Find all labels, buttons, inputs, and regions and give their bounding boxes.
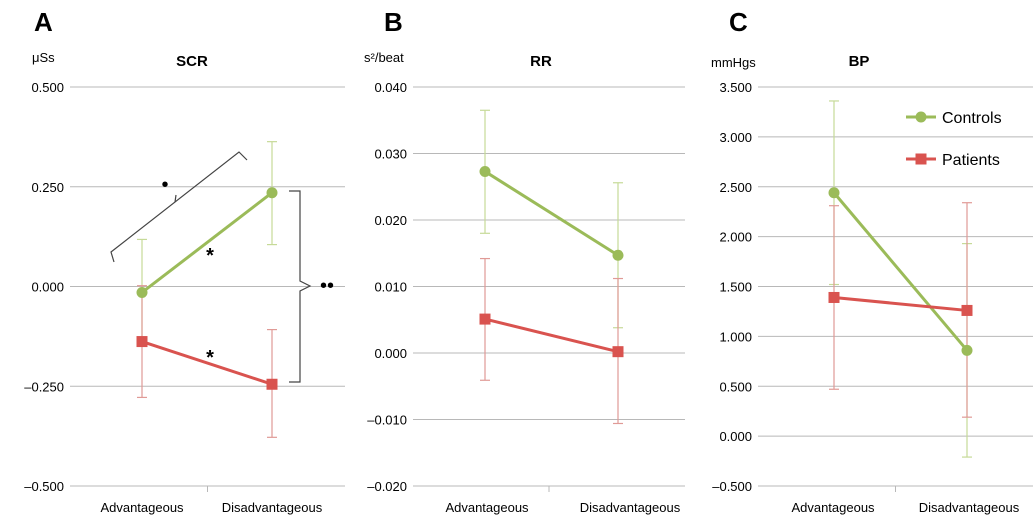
data-point [136,336,148,348]
bracket-within-condition [289,190,312,383]
series-line [141,191,273,294]
series-lines [484,170,619,354]
x-tick-label: Disadvantageous [580,500,681,515]
x-tick-label: Advantageous [791,500,875,515]
series-points [479,165,624,358]
series-line [832,191,969,352]
y-tick-label: –0.020 [367,479,407,494]
y-tick-label: 0.000 [31,280,64,295]
grid [70,86,345,492]
significance-star: * [206,347,214,369]
x-tick-label: Advantageous [445,500,529,515]
y-tick-label: 0.000 [719,429,752,444]
series-points [828,187,973,356]
x-tick-label: Disadvantageous [919,500,1020,515]
y-tick-label: 0.020 [374,213,407,228]
grid [758,86,1033,492]
data-point [479,165,491,177]
legend-label: Controls [942,110,1002,127]
significance-star: * [206,245,214,267]
panel-c: C BP mmHgs –0.500 0.000 0.500 1.000 1.500 2.0… [711,7,1033,515]
series-lines [141,191,273,386]
data-point [612,346,624,358]
series-line [833,295,968,312]
panel-title: BP [849,53,870,70]
panel-letter: C [729,7,748,37]
y-tick-label: 0.000 [374,346,407,361]
grid [413,86,685,492]
y-tick-label: 3.500 [719,80,752,95]
y-tick-label: 0.010 [374,280,407,295]
data-point [961,344,973,356]
data-point [828,291,840,303]
legend-marker [915,111,927,123]
significance-dots: •• [320,275,334,297]
y-tick-label: 0.500 [31,80,64,95]
y-tick-label: 1.000 [719,329,752,344]
data-point [266,378,278,390]
y-axis-unit: mmHgs [711,55,756,70]
bracket-notch [174,194,177,203]
data-point [266,187,278,199]
y-tick-label: 0.030 [374,147,407,162]
data-point [479,313,491,325]
panel-title: SCR [176,53,208,70]
significance-dot: • [161,174,168,196]
y-tick-label: 0.040 [374,80,407,95]
panel-letter: B [384,7,403,37]
y-tick-label: 0.250 [31,180,64,195]
bracket-between-groups [110,151,248,263]
x-tick-labels: Advantageous Disadvantageous [791,500,1019,515]
series-line [484,170,619,257]
data-point [828,187,840,199]
x-tick-labels: Advantageous Disadvantageous [100,500,322,515]
y-tick-label: 2.000 [719,230,752,245]
y-tick-label: –0.500 [712,479,752,494]
y-axis-unit: s²/beat [364,50,404,65]
y-tick-label: –0.250 [24,379,64,394]
series-line [484,317,619,354]
y-axis-unit-text: s²/beat [364,50,404,65]
legend: Controls Patients [906,110,1002,169]
panel-title: RR [530,53,552,70]
panel-b: B RR s²/beat –0.020 –0.010 0.000 0.010 0.020… [364,7,685,515]
y-tick-label: 3.000 [719,130,752,145]
series-points [136,187,278,390]
error-bars [480,109,623,425]
y-tick-label: 1.500 [719,280,752,295]
x-tick-labels: Advantageous Disadvantageous [445,500,680,515]
series-line [141,340,273,386]
y-tick-label: 2.500 [719,180,752,195]
data-point [612,249,624,261]
x-tick-label: Advantageous [100,500,184,515]
panel-letter: A [34,7,53,37]
data-point [961,304,973,316]
significance-annotations: • * * •• [110,151,334,383]
y-tick-labels: –0.020 –0.010 0.000 0.010 0.020 0.030 0.040 [367,80,407,494]
y-tick-labels: –0.500 –0.250 0.000 0.250 0.500 [24,80,64,494]
y-tick-label: –0.010 [367,413,407,428]
y-axis-unit: μSs [32,50,55,65]
y-tick-labels: –0.500 0.000 0.500 1.000 1.500 2.000 2.500 3.00… [712,80,752,494]
y-tick-label: –0.500 [24,479,64,494]
legend-label: Patients [942,152,1000,169]
data-point [136,286,148,298]
series-lines [832,191,969,352]
error-bars [137,141,277,438]
x-tick-label: Disadvantageous [222,500,323,515]
y-tick-label: 0.500 [719,379,752,394]
panel-a: A SCR μSs –0.500 –0.250 0.000 0.250 0.500 Ad… [24,7,345,515]
legend-marker [915,153,927,165]
